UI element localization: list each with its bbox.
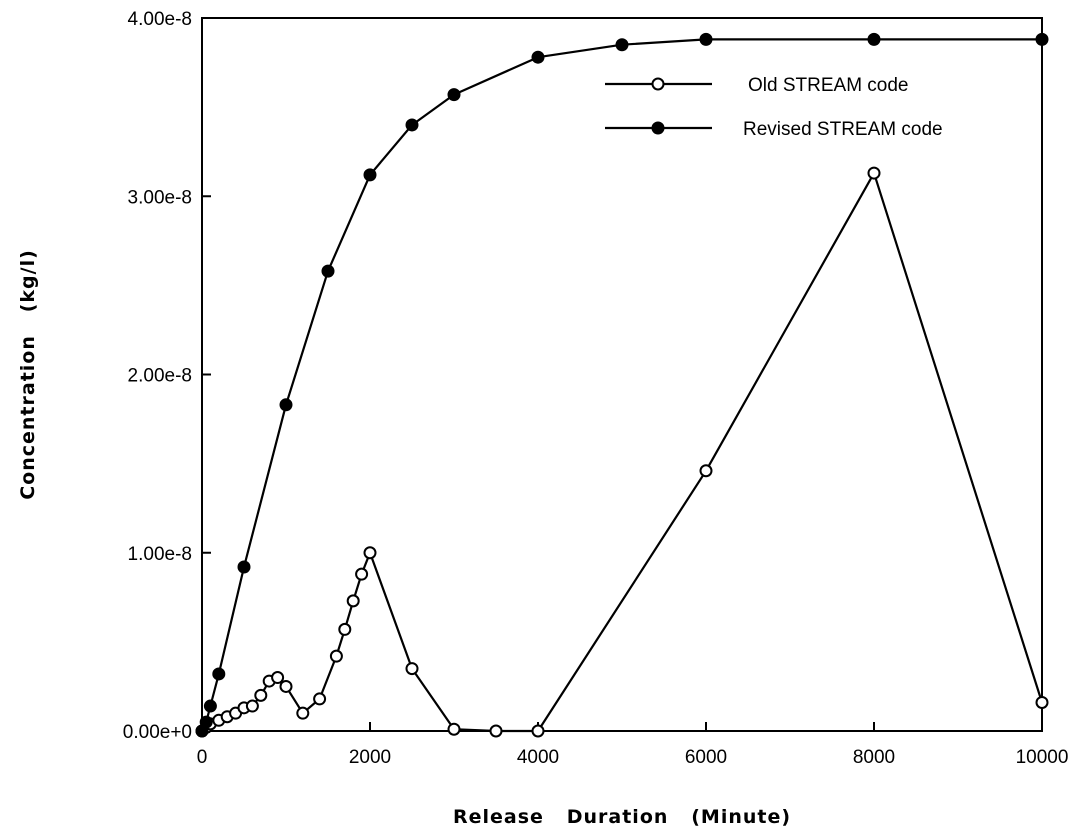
data-point xyxy=(699,464,713,478)
data-point xyxy=(1035,695,1049,709)
y-tick-label: 3.00e-8 xyxy=(128,187,192,208)
data-point xyxy=(489,724,503,738)
data-point xyxy=(279,679,293,693)
x-tick-label: 2000 xyxy=(349,747,391,768)
series-layer xyxy=(195,32,1049,738)
y-axis-ticks: 0.00e+0 1.00e-8 2.00e-8 3.00e-8 4.00e-8 xyxy=(123,9,211,743)
y-tick-label: 4.00e-8 xyxy=(128,9,192,30)
data-point xyxy=(237,560,251,574)
data-point xyxy=(363,168,377,182)
data-point xyxy=(271,671,285,685)
legend-item: Revised STREAM code xyxy=(605,119,943,140)
data-point xyxy=(346,594,360,608)
y-tick-label: 0.00e+0 xyxy=(123,722,192,743)
y-tick-label: 1.00e-8 xyxy=(128,544,192,565)
data-point xyxy=(212,667,226,681)
x-tick-label: 10000 xyxy=(1016,747,1069,768)
legend-label: Old STREAM code xyxy=(748,75,909,96)
x-tick-label: 4000 xyxy=(517,747,559,768)
data-point xyxy=(355,567,369,581)
data-point xyxy=(615,38,629,52)
data-point xyxy=(531,50,545,64)
data-point xyxy=(254,688,268,702)
data-point xyxy=(199,715,213,729)
data-point xyxy=(447,88,461,102)
series-2 xyxy=(195,32,1049,738)
data-point xyxy=(203,699,217,713)
data-point xyxy=(531,724,545,738)
legend-item: Old STREAM code xyxy=(605,75,909,96)
data-point xyxy=(313,692,327,706)
data-point xyxy=(329,649,343,663)
series-1 xyxy=(195,166,1049,738)
data-point xyxy=(363,546,377,560)
legend: Old STREAM code Revised STREAM code xyxy=(605,75,943,140)
data-point xyxy=(1035,32,1049,46)
x-axis-title: Release Duration (Minute) xyxy=(453,806,791,828)
y-axis-title: Concentration (kg/l) xyxy=(17,249,39,500)
data-point xyxy=(279,398,293,412)
data-point xyxy=(296,706,310,720)
legend-marker xyxy=(651,77,665,91)
data-point xyxy=(447,722,461,736)
x-tick-label: 8000 xyxy=(853,747,895,768)
x-tick-label: 0 xyxy=(197,747,208,768)
data-point xyxy=(245,699,259,713)
y-tick-label: 2.00e-8 xyxy=(128,366,192,387)
series-line xyxy=(201,172,1044,733)
data-point xyxy=(321,264,335,278)
x-tick-label: 6000 xyxy=(685,747,727,768)
legend-marker xyxy=(651,121,665,135)
data-point xyxy=(867,166,881,180)
data-point xyxy=(699,32,713,46)
data-point xyxy=(338,622,352,636)
x-axis-ticks: 0 2000 4000 6000 8000 10000 xyxy=(197,722,1069,768)
legend-label: Revised STREAM code xyxy=(743,119,943,140)
data-point xyxy=(405,662,419,676)
series-line xyxy=(201,38,1042,732)
data-point xyxy=(867,32,881,46)
data-point xyxy=(405,118,419,132)
